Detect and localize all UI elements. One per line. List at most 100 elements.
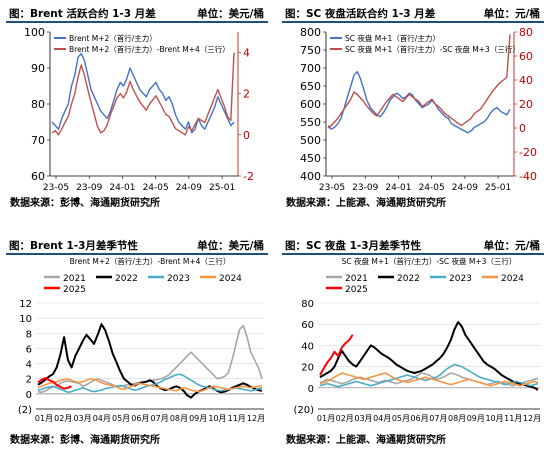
y-tick-label-left: 750 — [300, 44, 321, 57]
legend-label: 2021 — [345, 274, 368, 284]
y-tick-label-left: 550 — [300, 116, 321, 129]
panel-title-bar: 图：Brent 1-3月差季节性 单位：美元/桶 — [6, 236, 268, 255]
y-tick-label: (2) — [18, 405, 32, 416]
y-tick-label-right: 20 — [519, 98, 533, 111]
panel-brent-seasonal: 图：Brent 1-3月差季节性 单位：美元/桶 Brent M+2（首行/主力… — [6, 236, 268, 448]
y-tick-label-left: 500 — [300, 134, 321, 147]
series-line-2024 — [37, 377, 263, 393]
series-line-2025 — [37, 377, 72, 390]
legend-label: 2022 — [397, 274, 420, 284]
legend-label: 2023 — [167, 274, 190, 284]
y-tick-label-right: 0 — [243, 129, 250, 142]
brent-seasonal-chart: Brent M+2（首行/主力）-Brent M+4（三行） (2) 0 2 4 6 8 10… — [18, 256, 265, 423]
x-tick-label: 09月 — [467, 414, 485, 423]
x-tick-label: 02月 — [336, 414, 354, 423]
x-tick-label: 11月 — [504, 414, 522, 423]
y-tick-label: 2 — [26, 375, 32, 386]
x-tick-label: 01月 — [35, 414, 53, 423]
sc-seasonal-chart: SC 夜盘 M+1（首行/主力）-SC 夜盘 M+3（三行） (20) 0 20 40 6… — [293, 256, 541, 423]
series-line-2023 — [319, 363, 539, 388]
panel-sc-spread: 图：SC 夜盘活跃合约 1-3 月差 单位：元/桶 400 450 500 550 60… — [282, 4, 544, 216]
x-tick-label: 23-09 — [352, 183, 378, 193]
y-tick-label-left: 700 — [300, 62, 321, 75]
x-tick-label: 24-05 — [143, 183, 169, 193]
y-tick-label-right: -2 — [243, 170, 254, 183]
x-tick-label: 04月 — [93, 414, 111, 423]
x-tick-label: 24-05 — [419, 183, 445, 193]
y-tick-label: 20 — [301, 363, 314, 374]
brent-spread-chart: 60 70 80 90 100 -2 0 2 4 23-05 23-09 24-01 24-05 24-0… — [24, 26, 254, 193]
panel-title: 图：Brent 活跃合约 1-3 月差 — [9, 8, 156, 20]
data-source: 数据来源：上能源、海通期货研究所 — [286, 435, 446, 446]
series-line-2024 — [319, 372, 539, 387]
x-tick-label: 09月 — [189, 414, 207, 423]
x-tick-label: 24-01 — [385, 183, 411, 193]
legend-label: 2021 — [63, 274, 86, 284]
legend-label: Brent M+2（首行/主力） — [69, 33, 157, 43]
series-line-2021 — [37, 324, 263, 394]
y-tick-label-right: -40 — [519, 170, 537, 183]
y-tick-label: 0 — [308, 384, 314, 395]
y-tick-label: 80 — [301, 299, 314, 310]
x-tick-label: 02月 — [54, 414, 72, 423]
series-line-0 — [51, 52, 235, 134]
series-line-2025 — [319, 334, 354, 376]
panel-sc-seasonal: 图：SC 夜盘 1-3月差季节性 单位：元/桶 SC 夜盘 M+1（首行/主力）… — [282, 236, 544, 448]
y-tick-label: 0 — [26, 390, 32, 401]
legend-label: 2023 — [449, 274, 472, 284]
y-tick-label: (20) — [293, 405, 314, 416]
x-tick-label: 23-05 — [319, 183, 345, 193]
panel-title: 图：Brent 1-3月差季节性 — [9, 240, 138, 252]
x-tick-label: 24-09 — [176, 183, 202, 193]
x-tick-label: 07月 — [151, 414, 169, 423]
y-tick-label: 6 — [26, 344, 32, 355]
x-tick-label: 25-01 — [485, 183, 511, 193]
chart-title: SC 夜盘 M+1（首行/主力）-SC 夜盘 M+3（三行） — [342, 256, 517, 266]
y-tick-label-left: 80 — [31, 98, 45, 111]
chart-title: Brent M+2（首行/主力）-Brent M+4（三行） — [70, 256, 231, 266]
y-tick-label-right: 40 — [519, 74, 533, 87]
series-line-2022 — [37, 323, 263, 399]
x-tick-label: 06月 — [411, 414, 429, 423]
panel-brent-spread: 图：Brent 活跃合约 1-3 月差 单位：美元/桶 60 70 80 90 100 -… — [6, 4, 268, 216]
legend-label: SC 夜盘 M+1（首行/主力） — [345, 33, 440, 43]
legend-label: 2024 — [501, 274, 524, 284]
y-tick-label: 8 — [26, 329, 32, 340]
legend-label: 2024 — [219, 274, 242, 284]
panel-unit: 单位：元/桶 — [483, 240, 540, 252]
y-tick-label-right: 4 — [243, 47, 250, 60]
series-line-1 — [327, 34, 511, 129]
y-tick-label-right: 60 — [519, 50, 533, 63]
panel-unit: 单位：美元/桶 — [197, 240, 264, 252]
y-tick-label-left: 450 — [300, 152, 321, 165]
x-tick-label: 03月 — [354, 414, 372, 423]
y-tick-label-left: 650 — [300, 80, 321, 93]
x-tick-label: 04月 — [373, 414, 391, 423]
x-tick-label: 23-05 — [43, 183, 69, 193]
y-tick-label: 40 — [301, 341, 314, 352]
x-tick-label: 23-09 — [76, 183, 102, 193]
y-tick-label-right: 80 — [519, 26, 533, 39]
x-tick-label: 12月 — [523, 414, 541, 423]
sc-spread-chart: 400 450 500 550 600 650 700 750 800 -40 -20 0 20 40 60… — [300, 26, 537, 193]
y-tick-label-right: -20 — [519, 146, 537, 159]
legend-label: 2025 — [63, 285, 86, 295]
panel-unit: 单位：美元/桶 — [197, 8, 264, 20]
x-tick-label: 12月 — [247, 414, 265, 423]
y-tick-label: 60 — [301, 320, 314, 331]
y-tick-label: 12 — [19, 299, 32, 310]
x-tick-label: 08月 — [170, 414, 188, 423]
y-tick-label-right: 2 — [243, 88, 250, 101]
y-tick-label-left: 60 — [31, 170, 45, 183]
x-tick-label: 24-01 — [109, 183, 135, 193]
y-tick-label-left: 100 — [24, 26, 45, 39]
x-tick-label: 03月 — [73, 414, 91, 423]
y-tick-label-right: 0 — [519, 122, 526, 135]
legend-label: 2022 — [115, 274, 138, 284]
data-source: 数据来源：上能源、海通期货研究所 — [286, 198, 446, 209]
x-tick-label: 11月 — [228, 414, 246, 423]
data-source: 数据来源：彭博、海通期货研究所 — [10, 198, 160, 209]
panel-title: 图：SC 夜盘 1-3月差季节性 — [285, 240, 422, 252]
legend-label: Brent M+2（首行/主力）-Brent M+4（三行） — [69, 44, 230, 54]
series-line-1 — [51, 52, 235, 136]
